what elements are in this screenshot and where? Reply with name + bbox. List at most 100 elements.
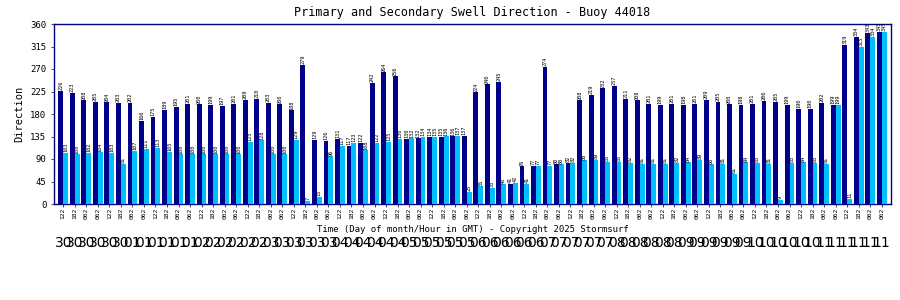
Text: 199: 199 xyxy=(208,94,213,104)
Bar xyxy=(81,100,86,204)
Text: 264: 264 xyxy=(381,62,386,71)
Bar xyxy=(824,164,829,204)
Bar xyxy=(255,99,259,204)
Text: 242: 242 xyxy=(370,73,374,83)
Text: 100: 100 xyxy=(283,144,287,154)
Text: 199: 199 xyxy=(658,94,662,104)
Text: 201: 201 xyxy=(692,94,698,103)
Text: 136: 136 xyxy=(444,126,448,136)
Bar xyxy=(767,164,771,204)
Text: 201: 201 xyxy=(670,94,674,103)
Bar xyxy=(519,166,525,204)
Bar xyxy=(150,116,156,204)
Text: 135: 135 xyxy=(439,127,444,136)
Text: 81: 81 xyxy=(720,157,725,163)
Bar xyxy=(605,161,610,204)
Text: 203: 203 xyxy=(116,93,121,102)
Text: 134: 134 xyxy=(428,127,432,136)
Text: 122: 122 xyxy=(358,133,363,142)
Bar xyxy=(732,173,737,204)
Text: 136: 136 xyxy=(450,126,455,136)
Bar xyxy=(58,91,63,204)
Text: 198: 198 xyxy=(739,95,743,104)
Text: 132: 132 xyxy=(409,128,414,137)
Text: 209: 209 xyxy=(704,90,709,99)
Text: 256: 256 xyxy=(392,66,398,76)
Text: 81: 81 xyxy=(121,157,126,163)
Text: 96: 96 xyxy=(328,149,333,155)
Text: 122: 122 xyxy=(374,133,380,142)
Text: 208: 208 xyxy=(81,90,86,100)
Bar xyxy=(842,44,847,204)
Text: 80: 80 xyxy=(554,157,559,164)
Bar xyxy=(208,104,213,204)
Text: 76: 76 xyxy=(519,159,525,166)
Text: 208: 208 xyxy=(634,90,640,100)
Text: 100: 100 xyxy=(178,144,184,154)
Bar xyxy=(236,154,241,204)
Bar xyxy=(382,72,386,204)
Text: 108: 108 xyxy=(363,140,368,149)
Bar xyxy=(831,104,836,204)
Bar xyxy=(271,154,275,204)
Bar xyxy=(450,136,455,204)
Text: 345: 345 xyxy=(882,22,886,31)
Text: 82: 82 xyxy=(628,156,633,163)
Bar xyxy=(508,184,513,204)
Text: 88: 88 xyxy=(582,153,587,160)
Bar xyxy=(416,138,420,204)
Text: 202: 202 xyxy=(819,93,824,103)
Bar xyxy=(819,103,824,204)
Text: 315: 315 xyxy=(859,37,864,46)
Bar xyxy=(536,166,541,204)
Text: 208: 208 xyxy=(577,90,582,100)
Bar xyxy=(301,64,305,204)
Text: 210: 210 xyxy=(255,89,259,98)
Bar xyxy=(646,103,652,204)
Bar xyxy=(121,164,126,204)
Text: 11: 11 xyxy=(847,192,852,198)
Text: 224: 224 xyxy=(473,82,478,92)
Text: 85: 85 xyxy=(616,155,622,161)
Bar xyxy=(704,100,709,204)
Text: 204: 204 xyxy=(104,92,110,101)
Bar xyxy=(455,136,460,204)
Bar xyxy=(467,191,472,204)
Text: 319: 319 xyxy=(842,34,847,44)
Text: 232: 232 xyxy=(600,78,605,88)
Bar xyxy=(670,103,674,204)
Text: 195: 195 xyxy=(174,97,178,106)
Bar xyxy=(132,151,137,204)
Bar xyxy=(847,199,852,204)
Text: 134: 134 xyxy=(420,127,426,136)
Bar xyxy=(432,136,437,204)
Text: 211: 211 xyxy=(623,88,628,98)
Bar xyxy=(243,100,248,204)
Bar xyxy=(144,148,148,204)
Bar xyxy=(363,150,368,204)
Bar xyxy=(323,141,328,204)
Text: 82: 82 xyxy=(571,156,575,163)
Bar xyxy=(293,140,299,204)
Text: 197: 197 xyxy=(220,96,225,105)
Text: 202: 202 xyxy=(128,93,132,103)
Bar xyxy=(582,160,587,204)
Text: 81: 81 xyxy=(824,157,829,163)
Bar xyxy=(312,140,317,204)
Text: 175: 175 xyxy=(150,106,156,116)
Bar xyxy=(652,164,656,204)
Bar xyxy=(778,200,783,204)
Text: 102: 102 xyxy=(86,143,91,152)
Text: 9: 9 xyxy=(778,196,783,199)
Text: 125: 125 xyxy=(248,132,253,141)
Bar xyxy=(328,156,333,204)
Text: 25: 25 xyxy=(467,185,472,191)
Bar xyxy=(404,139,410,204)
Bar xyxy=(266,103,271,204)
Text: 42: 42 xyxy=(513,176,518,182)
Bar xyxy=(351,142,356,204)
Bar xyxy=(640,164,644,204)
Bar xyxy=(490,188,495,204)
Text: 200: 200 xyxy=(277,94,283,104)
Bar xyxy=(197,104,202,204)
